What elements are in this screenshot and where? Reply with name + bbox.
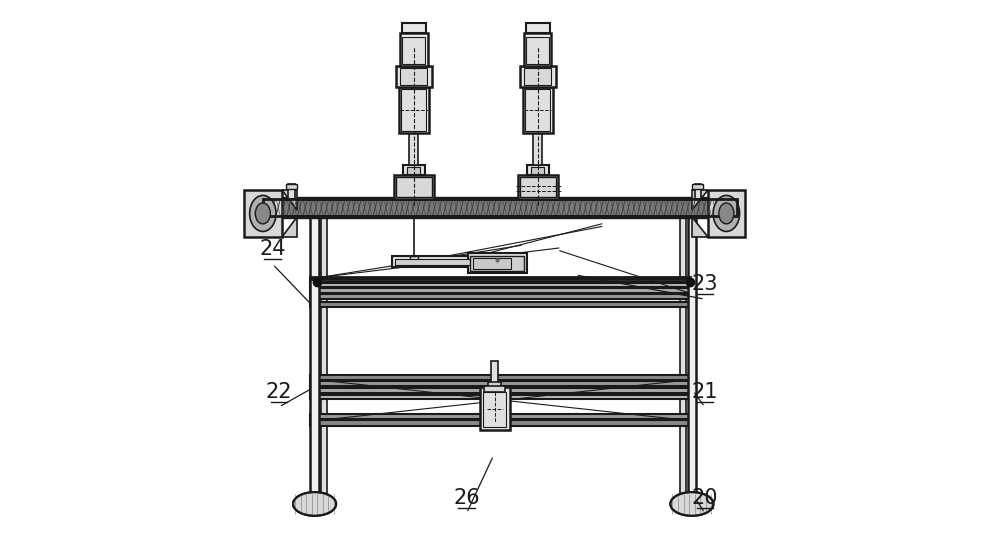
Bar — [410, 256, 418, 266]
Bar — [524, 33, 551, 66]
Text: 21: 21 — [692, 382, 718, 402]
Bar — [468, 253, 527, 273]
Bar — [400, 33, 428, 66]
Bar — [396, 66, 432, 87]
Polygon shape — [282, 190, 297, 210]
Bar — [321, 199, 327, 507]
Polygon shape — [692, 217, 708, 237]
Bar — [310, 302, 690, 307]
Polygon shape — [692, 190, 708, 210]
Ellipse shape — [293, 492, 336, 516]
Text: 24: 24 — [259, 239, 286, 259]
Bar — [695, 184, 701, 199]
Bar — [692, 184, 703, 189]
Bar — [312, 495, 317, 507]
Bar — [263, 199, 737, 216]
Bar — [523, 87, 553, 133]
Bar — [395, 259, 475, 265]
Ellipse shape — [255, 203, 270, 224]
Bar — [244, 190, 282, 237]
Bar — [310, 395, 690, 399]
Text: 22: 22 — [266, 382, 292, 402]
Text: 20: 20 — [692, 488, 718, 508]
Bar — [473, 258, 511, 269]
Bar — [310, 414, 690, 419]
Bar — [533, 133, 542, 165]
Text: 26: 26 — [453, 488, 480, 508]
Bar — [518, 175, 558, 199]
Bar — [288, 184, 295, 199]
Bar — [488, 382, 501, 387]
Bar — [690, 495, 694, 507]
Bar — [310, 288, 690, 293]
Ellipse shape — [719, 203, 734, 224]
Polygon shape — [282, 217, 297, 237]
Bar — [310, 199, 319, 507]
Bar — [708, 190, 745, 237]
Ellipse shape — [250, 196, 276, 231]
Bar — [526, 37, 549, 64]
Bar — [680, 199, 686, 507]
Bar — [402, 23, 426, 33]
Bar — [470, 256, 524, 271]
Bar — [394, 175, 434, 199]
Bar — [526, 23, 550, 33]
Ellipse shape — [713, 196, 740, 231]
Bar — [403, 165, 425, 175]
Bar — [310, 283, 690, 287]
Bar — [310, 278, 690, 282]
Bar — [407, 167, 420, 174]
Text: 23: 23 — [692, 274, 718, 294]
Bar — [531, 167, 544, 174]
Bar — [480, 387, 510, 430]
Bar — [310, 294, 690, 299]
Bar — [263, 199, 737, 216]
Bar — [392, 256, 478, 267]
Bar — [524, 68, 551, 85]
Bar — [396, 177, 432, 197]
Bar — [484, 386, 505, 392]
Bar — [520, 66, 556, 87]
Bar — [310, 420, 690, 426]
Bar — [401, 89, 426, 131]
Bar — [310, 375, 690, 380]
Bar — [491, 361, 498, 383]
Bar — [483, 392, 506, 427]
Ellipse shape — [670, 492, 713, 516]
Bar — [310, 388, 690, 393]
Bar — [402, 37, 425, 64]
Bar — [286, 184, 297, 189]
Bar — [399, 87, 429, 133]
Bar — [400, 68, 427, 85]
Bar — [409, 133, 418, 165]
Bar — [310, 277, 690, 279]
Bar — [525, 89, 550, 131]
Bar — [310, 381, 690, 386]
Bar — [520, 177, 556, 197]
Bar — [688, 199, 696, 507]
Bar — [527, 165, 549, 175]
